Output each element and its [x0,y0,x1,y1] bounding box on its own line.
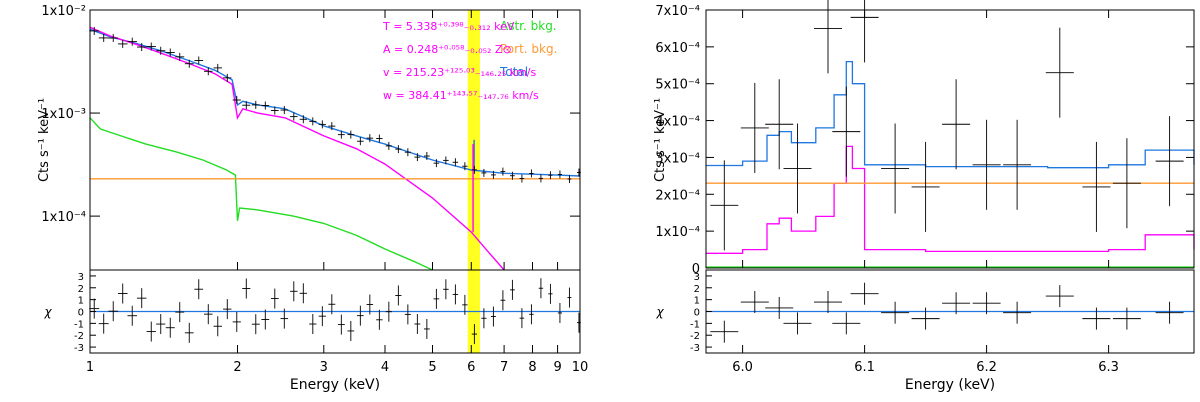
left-xtick-label: 8 [528,360,536,375]
right-xtick-label: 6.2 [976,360,997,375]
left-resid-ytick-label: -3 [74,343,84,354]
right-xlabel: Energy (keV) [905,377,995,393]
left-legend-entry: Total [499,65,528,79]
left-xtick-label: 3 [320,360,328,375]
left-data-points [89,26,581,345]
left-legend-entry: Astr. bkg. [500,19,557,33]
left-xlabel: Energy (keV) [290,377,380,393]
left-resid-ylabel: χ [43,305,52,319]
left-series-line-1 [89,26,505,271]
right-xtick-label: 6.1 [854,360,875,375]
left-series-line-2 [89,117,433,271]
left-resid-ytick-label: 0 [78,308,84,319]
left-xtick-label: 6 [467,360,475,375]
left-ytick-label: 1x10⁻² [41,4,86,19]
left-series [89,26,581,313]
right-ytick-label: 5x10⁻⁴ [655,78,700,93]
left-ytick-label: 1x10⁻⁴ [41,210,86,225]
right-ytick-label: 1x10⁻⁴ [655,225,700,240]
right-ytick-label: 4x10⁻⁴ [655,115,700,130]
left-highlight-band [467,10,480,353]
left-panel: 1 2 3 4 5 6 7 8 9 101x10⁻²1x10⁻³1x10⁻⁴3210-1-2-3 … [37,4,588,393]
left-resid-ytick-label: -2 [74,331,84,342]
left-ytick-label: 1x10⁻³ [41,107,86,122]
right-ytick-label: 2x10⁻⁴ [655,188,700,203]
left-annotations: T = 5.338⁺⁰ᐧ³⁹⁸₋₀.₃₁₂ keV A = 0.248⁺⁰ᐧ⁰⁵⁸… [382,20,539,102]
left-annotation: v = 215.23⁺¹²⁵ᐧ⁰³₋₁₄₆.₂₅ km/s [383,66,537,79]
left-annotation: A = 0.248⁺⁰ᐧ⁰⁵⁸₋₀.₀₅₂ Z⊙ [383,43,512,56]
right-ylabel: Cts s⁻¹ keV⁻¹ [653,98,668,182]
right-axes: 6.0 6.1 6.2 6.3 7x10⁻⁴ 6x10⁻⁴ 5x10⁻⁴ 4x10⁻⁴ 3x10… [655,4,1194,375]
right-resid-ytick-label: 1 [694,296,700,307]
right-resid-ytick-label: -2 [690,331,700,342]
right-ytick-label: 3x10⁻⁴ [655,151,700,166]
right-panel: 6.0 6.1 6.2 6.3 7x10⁻⁴ 6x10⁻⁴ 5x10⁻⁴ 4x10⁻⁴ 3x10… [653,0,1195,393]
left-xtick-label: 1 [86,360,94,375]
right-resid-ylabel: χ [655,305,664,319]
left-annotation: w = 384.41⁺¹⁴³ᐧ⁵⁷₋₁₄₇.₇₆ km/s [383,89,539,102]
right-xtick-label: 6.0 [732,360,753,375]
left-xtick-label: 2 [233,360,241,375]
left-xtick-label: 9 [553,360,561,375]
right-resid-ytick-label: 0 [694,308,700,319]
left-resid-ytick-label: 1 [78,296,84,307]
right-ytick-label: 6x10⁻⁴ [655,41,700,56]
right-data-points [710,0,1184,343]
left-legend-entry: Port. bkg. [500,42,557,56]
left-xtick-label: 4 [381,360,389,375]
left-legend: Astr. bkg. Port. bkg. Total [499,19,557,79]
right-xtick-label: 6.3 [1098,360,1119,375]
left-resid-ytick-label: 3 [78,272,84,283]
right-resid-ytick-label: 3 [694,272,700,283]
right-ytick-label: 7x10⁻⁴ [655,4,700,19]
left-xtick-label: 10 [572,360,589,375]
right-series-line-0 [706,60,1195,169]
left-resid-ytick-label: 2 [78,284,84,295]
left-xtick-label: 5 [428,360,436,375]
right-resid-ytick-label: 2 [694,284,700,295]
right-resid-ytick-label: -1 [690,319,700,330]
right-resid-ytick-label: -3 [690,343,700,354]
right-ytick-label: 0 [692,262,700,277]
left-annotation: T = 5.338⁺⁰ᐧ³⁹⁸₋₀.₃₁₂ keV [382,20,515,33]
left-resid-ytick-label: -1 [74,319,84,330]
left-ylabel: Cts s⁻¹ keV⁻¹ [37,98,52,182]
left-xtick-label: 7 [500,360,508,375]
right-main-frame [705,9,1195,269]
